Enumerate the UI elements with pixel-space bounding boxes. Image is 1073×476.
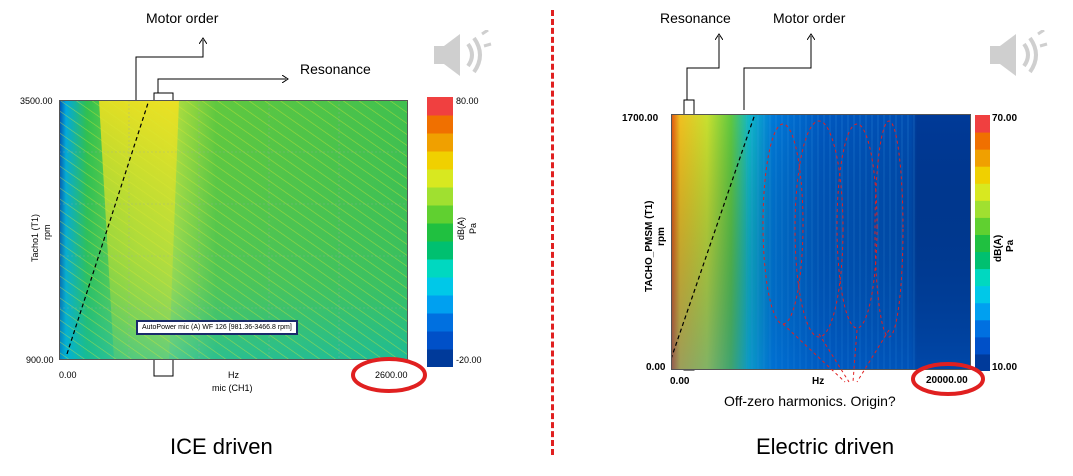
colorbar-step xyxy=(427,169,453,188)
colorbar-step xyxy=(975,319,990,338)
colorbar-step xyxy=(975,302,990,321)
ev-colorbar-min: 10.00 xyxy=(992,362,1018,373)
ev-x-tick-right: 20000.00 xyxy=(926,375,968,386)
ev-panel: Resonance Motor order xyxy=(560,0,1073,476)
colorbar-step xyxy=(975,353,990,371)
ev-y-label: TACHO_PMSM (T1) xyxy=(644,200,655,292)
ice-colorbar xyxy=(427,97,453,367)
ev-caption: Electric driven xyxy=(756,434,895,459)
colorbar-step xyxy=(427,97,453,116)
colorbar-step xyxy=(427,241,453,260)
colorbar-step xyxy=(427,115,453,134)
colorbar-step xyxy=(427,187,453,206)
colorbar-step xyxy=(427,259,453,278)
ev-spectrogram xyxy=(671,114,971,370)
colorbar-step xyxy=(975,285,990,304)
speaker-icon[interactable] xyxy=(432,28,492,82)
ev-resonance-label: Resonance xyxy=(660,10,731,26)
ice-x-unit: Hz xyxy=(228,370,239,380)
ev-x-tick-left: 0.00 xyxy=(670,376,690,387)
colorbar-step xyxy=(427,331,453,350)
ev-colorbar-label: dB(A) xyxy=(993,234,1004,262)
ev-plot-frame xyxy=(671,114,971,370)
ev-x-unit: Hz xyxy=(812,376,825,387)
colorbar-step xyxy=(975,149,990,167)
speaker-icon[interactable] xyxy=(988,28,1048,82)
ev-y-tick-bottom: 0.00 xyxy=(646,362,666,373)
colorbar-step xyxy=(975,200,990,218)
ev-motor-order-label: Motor order xyxy=(773,10,846,26)
colorbar-step xyxy=(975,115,990,133)
colorbar-step xyxy=(975,132,990,150)
ice-resonance-label: Resonance xyxy=(300,61,371,77)
colorbar-step xyxy=(427,349,453,367)
ice-caption: ICE driven xyxy=(170,434,273,459)
ice-legend: AutoPower mic (A) WF 126 [981.36-3466.8 … xyxy=(136,320,298,335)
colorbar-step xyxy=(427,313,453,332)
colorbar-step xyxy=(427,133,453,152)
colorbar-step xyxy=(975,183,990,201)
ice-colorbar-unit: Pa xyxy=(468,222,478,234)
colorbar-step xyxy=(975,166,990,184)
ice-x-tick-right: 2600.00 xyxy=(375,370,408,380)
ice-y-tick-bottom: 900.00 xyxy=(26,355,54,365)
panel-divider xyxy=(551,10,554,455)
colorbar-step xyxy=(975,234,990,253)
ice-y-tick-top: 3500.00 xyxy=(20,96,53,106)
ice-motor-order-label: Motor order xyxy=(146,10,219,26)
ev-harmonics-note: Off-zero harmonics. Origin? xyxy=(724,393,896,409)
ev-harmonic-pointers xyxy=(782,323,890,383)
ev-colorbar xyxy=(975,115,990,371)
ev-x-max-highlight xyxy=(911,362,985,396)
ice-colorbar-label: dB(A) xyxy=(456,216,466,240)
ev-y-tick-top: 1700.00 xyxy=(622,113,659,124)
colorbar-step xyxy=(427,295,453,314)
colorbar-step xyxy=(427,205,453,224)
colorbar-step xyxy=(427,277,453,296)
colorbar-step xyxy=(427,151,453,170)
ev-colorbar-unit: Pa xyxy=(1005,239,1016,252)
ice-colorbar-min: -20.00 xyxy=(456,355,482,365)
colorbar-step xyxy=(975,336,990,355)
colorbar-step xyxy=(975,268,990,287)
ice-y-unit: rpm xyxy=(42,224,52,241)
ev-y-unit: rpm xyxy=(656,227,667,246)
ice-colorbar-max: 80.00 xyxy=(456,96,479,106)
ice-plot-frame xyxy=(59,100,408,360)
ev-colorbar-max: 70.00 xyxy=(992,113,1018,124)
ice-panel: Motor order Resonance xyxy=(20,10,492,459)
colorbar-step xyxy=(975,251,990,270)
ice-x-label: mic (CH1) xyxy=(212,383,253,393)
ice-y-label: Tacho1 (T1) xyxy=(30,213,40,262)
ice-x-max-highlight xyxy=(351,357,427,393)
colorbar-step xyxy=(975,217,990,235)
ice-spectrogram xyxy=(59,100,408,360)
colorbar-step xyxy=(427,223,453,242)
ice-x-tick-left: 0.00 xyxy=(59,370,77,380)
